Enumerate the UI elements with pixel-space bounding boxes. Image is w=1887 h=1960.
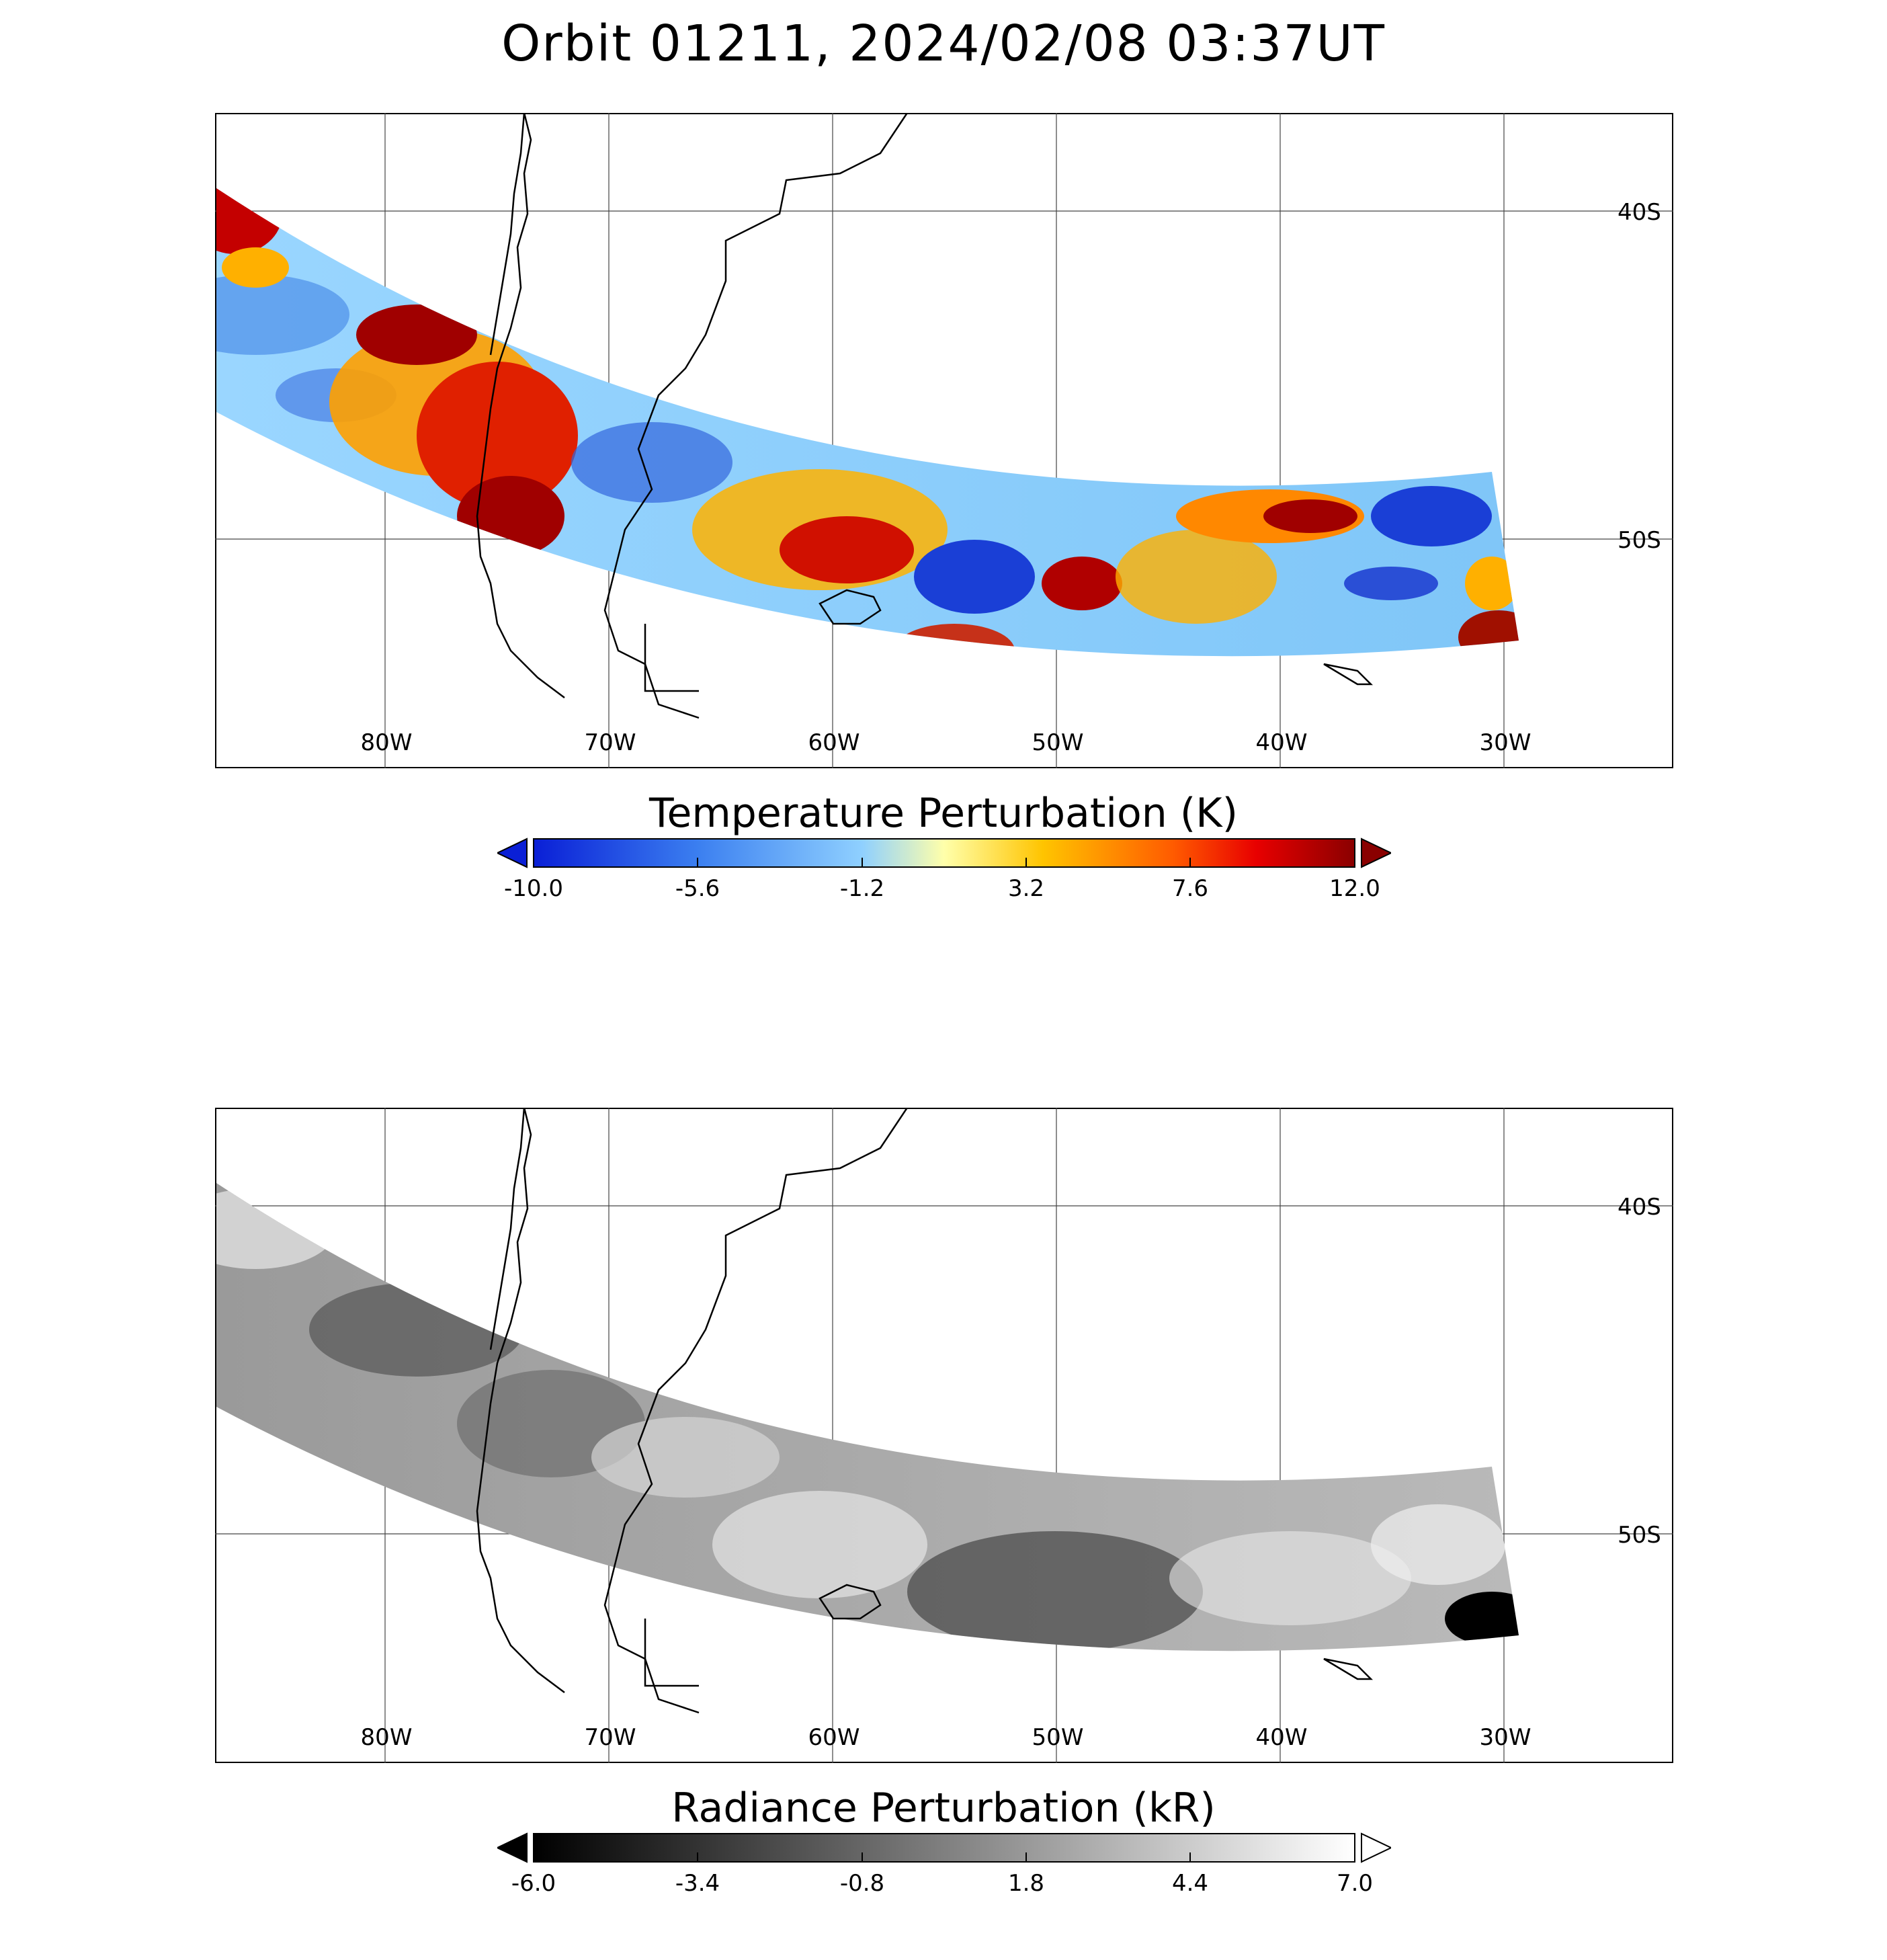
temperature-map-panel: 80W 70W 60W 50W 40W 30W 40S 50S <box>215 113 1673 768</box>
temperature-colorbar-title: Temperature Perturbation (K) <box>648 790 1238 837</box>
rad-tick-0: -6.0 <box>511 1870 556 1897</box>
lon-label-80w: 80W <box>360 729 413 756</box>
colorbar-min-arrow <box>497 838 528 868</box>
radiance-map <box>215 1108 1673 1763</box>
radiance-map-panel: 80W 70W 60W 50W 40W 30W 40S 50S <box>215 1108 1673 1763</box>
temp-tick-2: -1.2 <box>839 875 885 902</box>
lat-label-50s: 50S <box>1618 527 1661 554</box>
lon-label-50w: 50W <box>1032 729 1084 756</box>
temperature-map <box>215 113 1673 768</box>
coastlines <box>476 1108 1374 1714</box>
temperature-colorbar <box>497 838 1391 868</box>
temp-tick-0: -10.0 <box>504 875 563 902</box>
lon-label-70w: 70W <box>584 1724 636 1751</box>
lon-label-60w: 60W <box>808 1724 860 1751</box>
rad-tick-1: -3.4 <box>675 1870 720 1897</box>
rad-tick-4: 4.4 <box>1171 1870 1209 1897</box>
colorbar-max-arrow <box>1361 838 1391 868</box>
lon-label-70w: 70W <box>584 729 636 756</box>
rad-tick-5: 7.0 <box>1336 1870 1374 1897</box>
radiance-colorbar <box>497 1832 1391 1863</box>
temp-tick-5: 12.0 <box>1329 875 1380 902</box>
rad-tick-2: -0.8 <box>839 1870 885 1897</box>
lon-label-40w: 40W <box>1255 729 1308 756</box>
rad-tick-3: 1.8 <box>1007 1870 1045 1897</box>
temp-tick-4: 7.6 <box>1171 875 1209 902</box>
radiance-colorbar-title: Radiance Perturbation (kR) <box>671 1785 1216 1832</box>
coastlines <box>476 113 1374 719</box>
lat-label-40s: 40S <box>1618 199 1661 226</box>
lat-label-40s: 40S <box>1618 1194 1661 1221</box>
lon-label-40w: 40W <box>1255 1724 1308 1751</box>
temp-tick-3: 3.2 <box>1007 875 1045 902</box>
lon-label-30w: 30W <box>1479 729 1532 756</box>
lon-label-60w: 60W <box>808 729 860 756</box>
temp-tick-1: -5.6 <box>675 875 720 902</box>
lat-label-50s: 50S <box>1618 1522 1661 1549</box>
lon-label-50w: 50W <box>1032 1724 1084 1751</box>
lon-label-80w: 80W <box>360 1724 413 1751</box>
colorbar-min-arrow <box>497 1832 528 1863</box>
lon-label-30w: 30W <box>1479 1724 1532 1751</box>
colorbar-max-arrow <box>1361 1832 1391 1863</box>
figure-title: Orbit 01211, 2024/02/08 03:37UT <box>501 15 1386 73</box>
